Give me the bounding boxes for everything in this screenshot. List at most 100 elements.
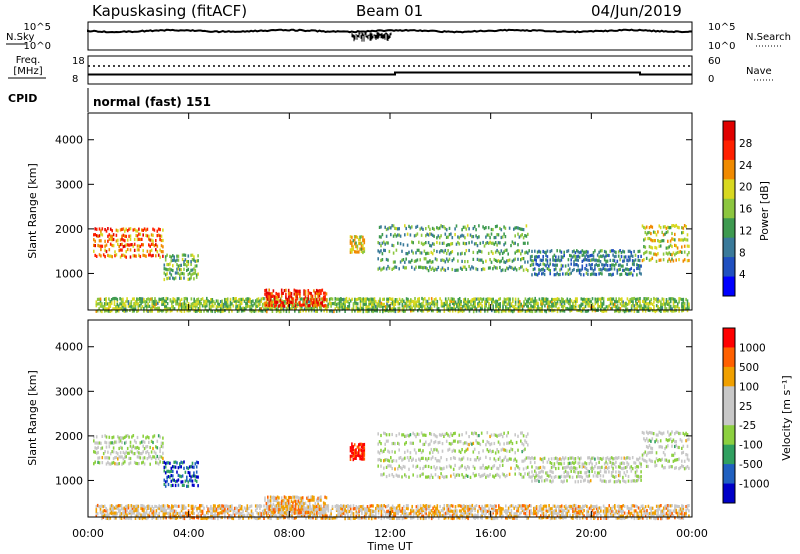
echo-cell [629, 298, 631, 302]
echo-cell [563, 466, 565, 470]
echo-cell [368, 309, 370, 313]
echo-cell [576, 263, 578, 267]
echo-cell [582, 250, 585, 254]
echo-cell [661, 297, 664, 301]
echo-cell [108, 248, 111, 252]
echo-cell [105, 513, 107, 517]
echo-cell [454, 475, 456, 479]
echo-cell [655, 309, 658, 313]
echo-cell [629, 300, 631, 304]
echo-cell [558, 306, 560, 310]
echo-cell [105, 302, 107, 306]
echo-cell [191, 465, 194, 469]
echo-cell [603, 263, 606, 267]
echo-cell [412, 241, 414, 245]
echo-cell [191, 258, 194, 262]
echo-cell [560, 250, 563, 254]
echo-cell [659, 458, 662, 462]
echo-cell [688, 258, 690, 263]
echo-cell [540, 306, 542, 311]
echo-cell [661, 230, 663, 234]
echo-cell [578, 268, 581, 272]
echo-cell [333, 302, 335, 306]
echo-cell [299, 297, 302, 301]
echo-cell [102, 505, 105, 509]
echo-cell [106, 309, 109, 313]
echo-cell [226, 507, 229, 511]
echo-cell [640, 264, 642, 268]
echo-cell [512, 310, 514, 314]
echo-cell [491, 309, 493, 313]
echo-cell [126, 504, 128, 508]
echo-cell [485, 466, 487, 470]
freq-strip-frame [87, 55, 693, 85]
echo-cell [361, 298, 363, 302]
echo-cell [164, 258, 167, 262]
echo-cell [280, 300, 283, 305]
echo-cell [540, 309, 542, 313]
echo-cell [156, 454, 159, 459]
echo-cell [525, 440, 528, 444]
echo-cell [634, 253, 637, 257]
echo-cell [627, 462, 630, 466]
echo-cell [193, 516, 195, 520]
echo-cell [472, 235, 475, 239]
echo-cell [514, 251, 516, 255]
echo-cell [619, 307, 622, 311]
echo-cell [189, 516, 191, 520]
echo-cell [189, 309, 191, 313]
echo-cell [487, 226, 490, 230]
echo-cell [351, 250, 353, 254]
echo-cell [166, 306, 169, 310]
echo-cell [313, 289, 315, 293]
echo-cell [387, 304, 390, 308]
echo-cell [197, 259, 199, 263]
echo-cell [150, 254, 153, 258]
echo-cell [417, 299, 419, 303]
echo-cell [478, 297, 481, 301]
echo-cell [552, 309, 555, 313]
echo-cell [120, 302, 123, 306]
echo-cell [678, 258, 680, 262]
echo-cell [212, 304, 215, 308]
echo-cell [587, 250, 589, 254]
echo-cell [669, 465, 672, 469]
echo-cell [588, 462, 591, 466]
echo-cell [676, 458, 679, 462]
echo-cell [186, 309, 188, 313]
echo-cell [190, 297, 193, 301]
echo-cell [309, 516, 311, 520]
echo-cell [129, 243, 132, 247]
echo-cell [390, 456, 392, 460]
echo-cell [430, 447, 433, 452]
echo-cell [302, 513, 304, 517]
echo-cell [654, 252, 656, 256]
echo-cell [435, 302, 437, 306]
echo-cell [138, 244, 140, 248]
echo-cell [464, 465, 466, 469]
echo-cell [145, 298, 148, 302]
echo-cell [380, 433, 382, 438]
echo-cell [385, 241, 388, 245]
echo-cell [146, 227, 149, 231]
echo-cell [140, 302, 142, 306]
echo-cell [132, 452, 135, 456]
echo-cell [180, 309, 183, 313]
echo-cell [522, 268, 525, 272]
echo-cell [501, 463, 504, 467]
echo-cell [643, 238, 645, 242]
echo-cell [468, 264, 470, 269]
echo-cell [496, 302, 499, 306]
echo-cell [186, 475, 188, 479]
echo-cell [528, 471, 530, 475]
echo-cell [612, 466, 614, 470]
echo-cell [138, 455, 140, 459]
echo-cell [238, 509, 240, 513]
echo-cell [623, 250, 626, 254]
echo-cell [260, 307, 263, 311]
echo-cell [98, 307, 100, 311]
echo-cell [174, 259, 177, 263]
echo-cell [487, 449, 490, 454]
echo-cell [630, 254, 633, 258]
echo-cell [278, 299, 281, 303]
